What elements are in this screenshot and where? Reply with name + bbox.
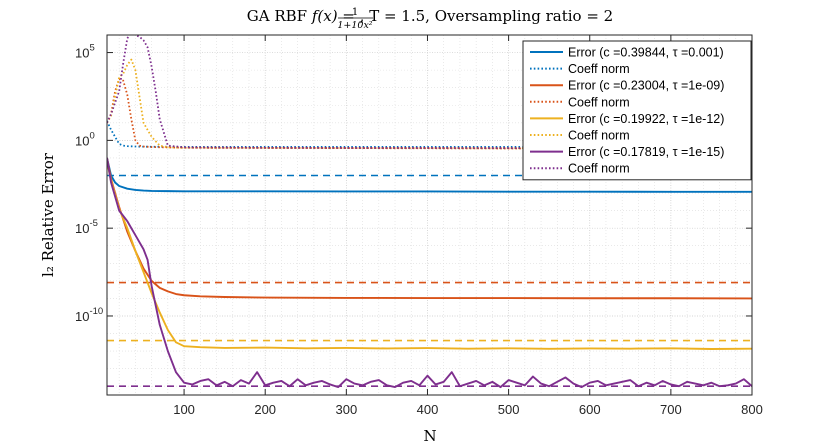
legend: Error (c =0.39844, τ =0.001) Coeff norm Er… <box>522 40 752 181</box>
legend-entry-label: Error (c =0.19922, τ =1e-12) <box>568 112 724 126</box>
y-tick-label: 10-5 <box>75 218 98 236</box>
title-tail: , T = 1.5, Oversampling ratio = 2 <box>360 7 614 25</box>
legend-entry-label: Coeff norm <box>568 129 630 143</box>
coeff-norm-series-line <box>107 78 752 151</box>
y-axis-label: l₂ Relative Error <box>39 152 57 277</box>
legend-entry-label: Coeff norm <box>568 162 630 176</box>
error-series-line <box>107 161 752 350</box>
error-series-line <box>107 157 752 389</box>
y-tick-base: 10 <box>75 309 89 324</box>
error-series-line <box>107 157 752 300</box>
y-tick-base: 10 <box>75 221 89 236</box>
y-tick-exponent: 0 <box>89 130 94 141</box>
legend-entry-label: Error (c =0.23004, τ =1e-09) <box>568 79 724 93</box>
x-tick-label: 300 <box>335 402 357 417</box>
chart-title: GA RBF f(x) = , T = 1.5, Oversampling ra… <box>247 7 613 25</box>
x-tick-label: 600 <box>579 402 601 417</box>
title-fraction-denominator: 1+10x² <box>337 20 372 31</box>
title-fx: f(x) = <box>311 7 360 25</box>
y-tick-exponent: -5 <box>89 218 97 229</box>
x-tick-label: 500 <box>498 402 520 417</box>
y-tick-base: 10 <box>75 133 89 148</box>
x-tick-label: 400 <box>417 402 439 417</box>
error-series-line <box>107 157 752 193</box>
y-tick-label: 10-10 <box>75 306 103 324</box>
legend-entry-label: Error (c =0.17819, τ =1e-15) <box>568 145 724 159</box>
legend-entry-label: Coeff norm <box>568 95 630 109</box>
plot-frame <box>106 34 753 396</box>
y-tick-label: 100 <box>75 130 95 148</box>
title-lead: GA RBF <box>247 7 312 25</box>
x-tick-label: 700 <box>660 402 682 417</box>
x-tick-label: 800 <box>741 402 763 417</box>
legend-box <box>522 40 752 181</box>
y-tick-exponent: 5 <box>89 43 94 54</box>
x-tick-label: 100 <box>173 402 195 417</box>
title-fraction-numerator: 1 <box>352 7 358 18</box>
y-tick-label: 105 <box>75 43 95 61</box>
y-tick-exponent: -10 <box>89 306 103 317</box>
legend-entry-label: Error (c =0.39844, τ =0.001) <box>568 46 724 60</box>
legend-entry-label: Coeff norm <box>568 62 630 76</box>
y-tick-base: 10 <box>75 46 89 61</box>
x-tick-label: 200 <box>254 402 276 417</box>
x-axis-label: N <box>423 427 436 445</box>
